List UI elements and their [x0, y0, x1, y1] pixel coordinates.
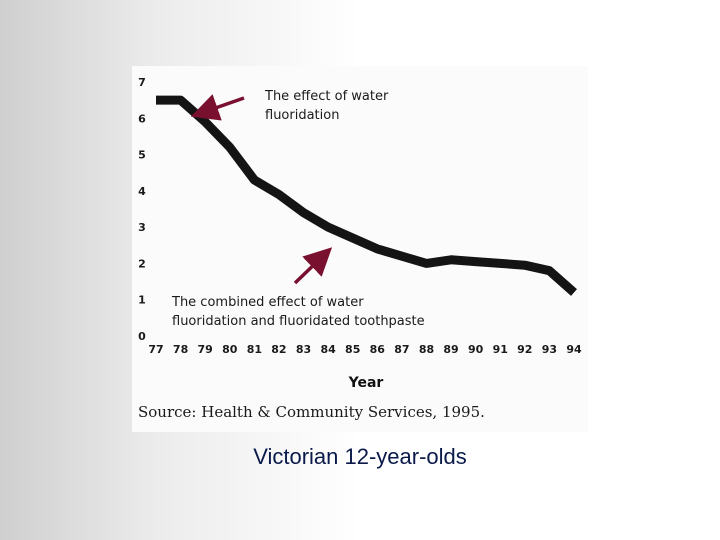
y-tick-label: 4 [138, 185, 146, 198]
annotation-combined-line-1: The combined effect of water [171, 295, 364, 310]
x-tick-label: 92 [517, 343, 532, 356]
x-tick-label: 81 [247, 343, 262, 356]
x-axis-label: Year [348, 375, 384, 391]
x-tick-label: 93 [542, 343, 557, 356]
x-tick-label: 88 [419, 343, 434, 356]
x-tick-label: 94 [566, 343, 582, 356]
annotation-arrow-water [190, 94, 245, 121]
x-tick-label: 78 [173, 343, 188, 356]
annotation-water-line-1: The effect of water [264, 89, 389, 104]
y-tick-label: 5 [138, 149, 146, 162]
annotation-water-line-2: fluoridation [265, 108, 339, 123]
x-tick-label: 86 [370, 343, 386, 356]
y-tick-label: 6 [138, 112, 146, 125]
x-tick-label: 87 [394, 343, 409, 356]
y-tick-label: 0 [138, 330, 146, 343]
x-tick-label: 85 [345, 343, 360, 356]
x-tick-label: 80 [222, 343, 238, 356]
x-tick-label: 84 [320, 343, 336, 356]
chart-figure: 0 1 2 3 4 5 6 7 77 78 79 80 81 82 83 84 85 86 87 88 89 90 91 9… [132, 66, 588, 432]
x-tick-label: 79 [198, 343, 213, 356]
x-tick-label: 82 [271, 343, 286, 356]
slide-caption: Victorian 12-year-olds [253, 444, 467, 469]
y-tick-label: 2 [138, 257, 146, 270]
x-tick-label: 83 [296, 343, 311, 356]
y-axis-ticks: 0 1 2 3 4 5 6 7 [138, 76, 146, 343]
x-axis-ticks: 77 78 79 80 81 82 83 84 85 86 87 88 89 90 91 92 93 94 [148, 343, 582, 356]
x-tick-label: 77 [148, 343, 163, 356]
x-tick-label: 90 [468, 343, 484, 356]
x-tick-label: 91 [493, 343, 508, 356]
annotation-combined-line-2: fluoridation and fluoridated toothpaste [172, 314, 425, 329]
x-tick-label: 89 [443, 343, 458, 356]
y-tick-label: 3 [138, 221, 146, 234]
y-tick-label: 7 [138, 76, 146, 89]
source-note: Source: Health & Community Services, 199… [138, 403, 485, 421]
series-line [156, 95, 577, 296]
annotation-arrow-combined [293, 247, 333, 285]
line-chart: 0 1 2 3 4 5 6 7 77 78 79 80 81 82 83 84 85 86 87 88 89 90 91 9… [138, 76, 582, 421]
y-tick-label: 1 [138, 294, 146, 307]
